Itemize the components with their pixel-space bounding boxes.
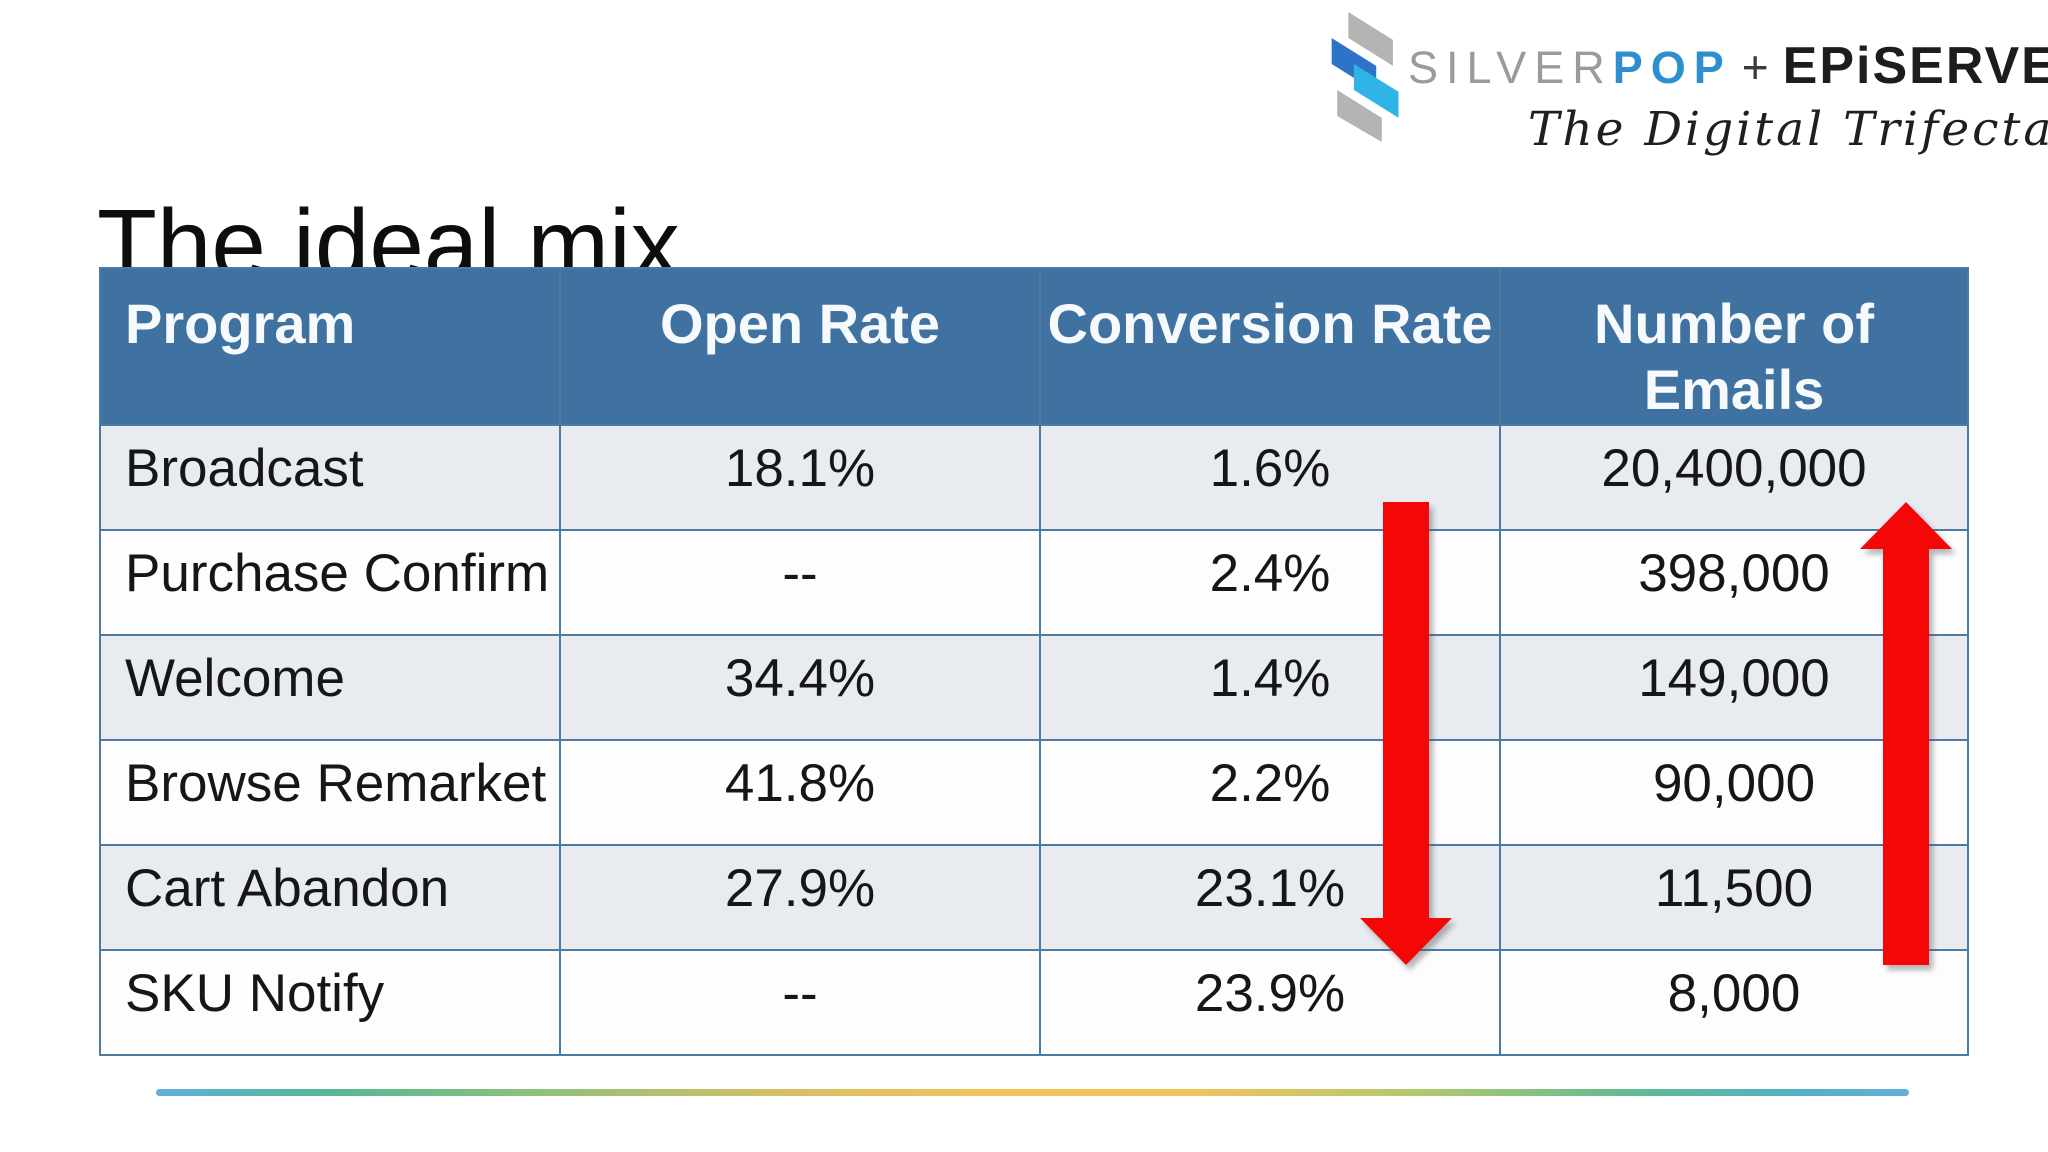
program-cell: Browse Remarket	[99, 739, 561, 847]
open-rate-cell: --	[559, 529, 1041, 637]
emails-cell: 8,000	[1499, 949, 1969, 1057]
program-cell: SKU Notify	[99, 949, 561, 1057]
column-header-number-of-emails: Number of Emails	[1499, 266, 1969, 427]
open-rate-cell: --	[559, 949, 1041, 1057]
open-rate-cell: 18.1%	[559, 424, 1041, 532]
table-row: Purchase Confirm -- 2.4% 398,000	[99, 529, 1969, 637]
brand-pop-text: POP	[1612, 42, 1732, 93]
table-row: Cart Abandon 27.9% 23.1% 11,500	[99, 844, 1969, 952]
column-header-program: Program	[99, 266, 561, 427]
table-row: SKU Notify -- 23.9% 8,000	[99, 949, 1969, 1057]
program-cell: Welcome	[99, 634, 561, 742]
brand-episerver-text: EPiSERVER	[1782, 37, 2048, 95]
column-header-open-rate: Open Rate	[559, 266, 1041, 427]
program-cell: Cart Abandon	[99, 844, 561, 952]
program-cell: Broadcast	[99, 424, 561, 532]
table-row: Broadcast 18.1% 1.6% 20,400,000	[99, 424, 1969, 532]
table-row: Welcome 34.4% 1.4% 149,000	[99, 634, 1969, 742]
column-header-conversion-rate: Conversion Rate	[1039, 266, 1501, 427]
open-rate-cell: 41.8%	[559, 739, 1041, 847]
open-rate-cell: 27.9%	[559, 844, 1041, 952]
brand-silver-text: SILVER	[1408, 42, 1613, 93]
silverpop-s-icon	[1331, 12, 1399, 142]
gradient-divider-line	[156, 1089, 1909, 1096]
icon-stripe-gray-bottom	[1337, 90, 1382, 142]
conversion-rate-cell: 23.9%	[1039, 949, 1501, 1057]
program-cell: Purchase Confirm	[99, 529, 561, 637]
table-header-row: Program Open Rate Conversion Rate Number…	[99, 266, 1969, 427]
email-program-table: Program Open Rate Conversion Rate Number…	[99, 266, 1969, 1057]
icon-stripe-gray-top	[1348, 12, 1393, 66]
brand-tagline: The Digital Trifecta	[1528, 102, 2048, 157]
icon-stripe-cyan	[1353, 64, 1399, 118]
plus-sign: +	[1741, 41, 1769, 93]
red-up-arrow-icon	[1860, 502, 1952, 965]
table-row: Browse Remarket 41.8% 2.2% 90,000	[99, 739, 1969, 847]
red-down-arrow-icon	[1360, 502, 1452, 965]
down-arrow-shape	[1360, 502, 1452, 965]
emails-cell: 20,400,000	[1499, 424, 1969, 532]
up-arrow-shape	[1860, 502, 1952, 965]
open-rate-cell: 34.4%	[559, 634, 1041, 742]
